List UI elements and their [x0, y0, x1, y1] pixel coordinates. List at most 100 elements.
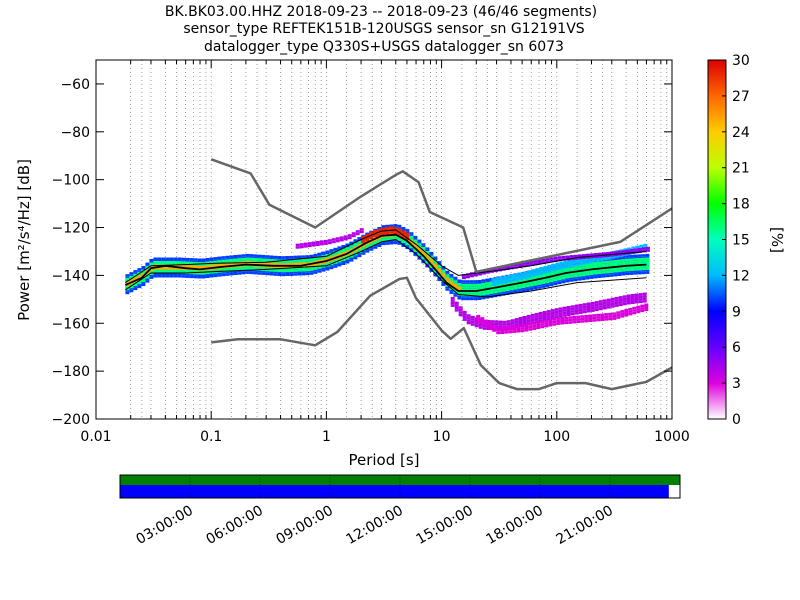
density-cell — [558, 312, 563, 315]
density-cell — [345, 258, 350, 261]
density-cell — [573, 274, 578, 278]
density-cell — [173, 257, 178, 260]
density-cell — [629, 261, 634, 264]
density-cell — [537, 283, 542, 287]
density-cell — [173, 261, 178, 264]
density-cell — [165, 268, 170, 271]
density-cell — [494, 320, 499, 323]
density-cell — [433, 263, 438, 267]
density-cell — [237, 272, 242, 275]
density-cell — [531, 271, 536, 275]
density-cell — [562, 314, 567, 317]
density-cell — [319, 240, 324, 243]
density-cell — [640, 307, 645, 310]
percentile-low-line — [125, 239, 647, 298]
density-cell — [453, 291, 458, 295]
density-cell — [217, 267, 222, 271]
density-cell — [549, 279, 554, 283]
density-cell — [645, 257, 650, 260]
density-cell — [623, 248, 628, 251]
density-cell — [359, 230, 364, 234]
density-cell — [133, 273, 138, 277]
density-cell — [473, 280, 478, 283]
density-cell — [494, 325, 499, 328]
density-cell — [329, 256, 334, 259]
density-cell — [543, 265, 548, 269]
title-line-2: sensor_type REFTEK151B-120USGS sensor_sn… — [183, 21, 584, 37]
density-cell — [574, 307, 579, 310]
density-cell — [153, 275, 158, 278]
density-cell — [593, 262, 598, 265]
availability-coverage — [120, 485, 669, 498]
density-cell — [566, 313, 571, 316]
density-cell — [521, 264, 526, 268]
density-cell — [145, 266, 150, 269]
density-cell — [313, 268, 318, 272]
density-cell — [441, 275, 446, 279]
density-cell — [357, 240, 362, 244]
density-cell — [469, 288, 474, 292]
density-cell — [185, 275, 190, 278]
density-cell — [261, 266, 266, 269]
x-tick-label: 100 — [543, 429, 570, 445]
density-cell — [297, 269, 302, 272]
density-cell — [429, 251, 434, 255]
density-cell — [485, 289, 490, 293]
density-cell — [381, 232, 386, 236]
density-cell — [325, 261, 330, 265]
density-cell — [589, 255, 594, 259]
density-cell — [319, 242, 324, 246]
density-cell — [543, 268, 548, 271]
density-cell — [413, 235, 418, 239]
density-cell — [349, 248, 354, 252]
density-cell — [481, 279, 486, 282]
density-cell — [193, 271, 198, 275]
density-cell — [513, 263, 518, 267]
density-cell — [589, 276, 594, 279]
density-cell — [585, 263, 590, 266]
density-cell — [397, 238, 402, 241]
density-cell — [513, 288, 518, 291]
density-cell — [541, 261, 546, 264]
density-cell — [301, 270, 306, 273]
density-cell — [213, 260, 218, 264]
density-cell — [311, 241, 316, 244]
density-cell — [229, 262, 234, 266]
density-cell — [421, 256, 426, 260]
colorbar-tick-label: 21 — [732, 161, 750, 177]
density-cell — [307, 242, 312, 245]
density-cell — [353, 256, 358, 260]
colorbar-tick-label: 24 — [732, 125, 750, 141]
density-cell — [637, 271, 642, 275]
density-cell — [547, 264, 552, 268]
density-cell — [571, 264, 576, 267]
density-cell — [381, 236, 386, 239]
density-cell — [540, 325, 545, 329]
density-cell — [161, 257, 166, 260]
density-cell — [525, 282, 530, 285]
density-cell — [614, 301, 619, 305]
density-cell — [573, 267, 578, 270]
density-cell — [157, 271, 162, 274]
density-cell — [558, 314, 563, 318]
density-cell — [473, 295, 478, 298]
colorbar-tick-label: 12 — [732, 268, 750, 284]
density-cell — [591, 260, 596, 263]
density-cell — [401, 240, 406, 244]
density-cell — [624, 309, 629, 312]
density-cell — [574, 309, 579, 313]
density-cell — [474, 324, 479, 328]
density-cell — [609, 274, 614, 277]
density-cell — [549, 257, 554, 260]
density-cell — [333, 258, 338, 262]
density-cell — [177, 264, 182, 268]
density-cell — [454, 301, 459, 305]
plot-frame — [95, 59, 673, 420]
density-cell — [229, 266, 234, 269]
density-cell — [277, 263, 282, 266]
density-cell — [417, 246, 422, 250]
density-cell — [237, 258, 242, 261]
density-cell — [575, 263, 580, 266]
density-cell — [307, 244, 312, 248]
density-cell — [355, 230, 360, 233]
